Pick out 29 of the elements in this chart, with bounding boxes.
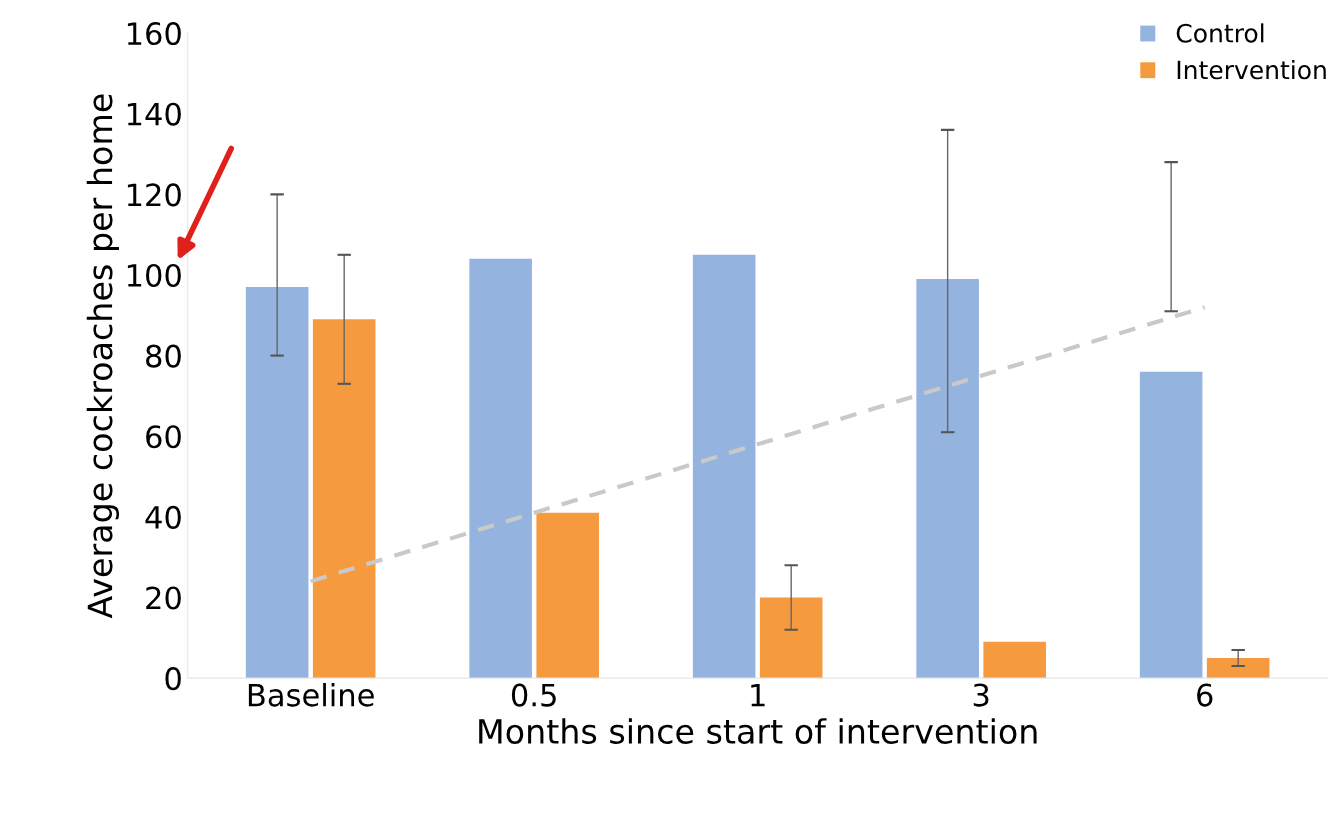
y-tick-label: 80 [146, 344, 181, 368]
bar [1139, 371, 1203, 679]
x-tick-label: 0.5 [511, 683, 556, 707]
y-tick-label: 120 [127, 183, 181, 207]
y-tick-label: 40 [145, 505, 181, 529]
x-tick-label: 1 [751, 683, 765, 707]
line-series [308, 305, 1207, 584]
bar [916, 279, 979, 679]
x-tick-label: Baseline [248, 683, 374, 707]
x-axis-title: Months since start of intervention [479, 718, 1037, 744]
bar [759, 597, 823, 679]
x-tick-label: 6 [1197, 683, 1213, 707]
x-tick-label: 3 [973, 683, 989, 707]
bar [1206, 657, 1270, 679]
y-tick-label: 20 [146, 586, 181, 610]
bar [692, 254, 756, 679]
bar [983, 641, 1046, 679]
y-tick-label: 100 [127, 263, 181, 288]
legend-label: Control [1176, 23, 1264, 43]
y-tick-label: 0 [165, 667, 181, 691]
legend-label: Intervention [1177, 60, 1326, 80]
y-tick-label: 140 [127, 102, 181, 126]
bar [245, 287, 309, 679]
bar [469, 258, 532, 679]
bar [312, 319, 376, 679]
y-axis-title: Average cockroaches per home [86, 94, 119, 619]
y-tick-label: 160 [127, 22, 181, 46]
y-tick-label: 60 [146, 425, 181, 449]
bar [536, 512, 599, 679]
